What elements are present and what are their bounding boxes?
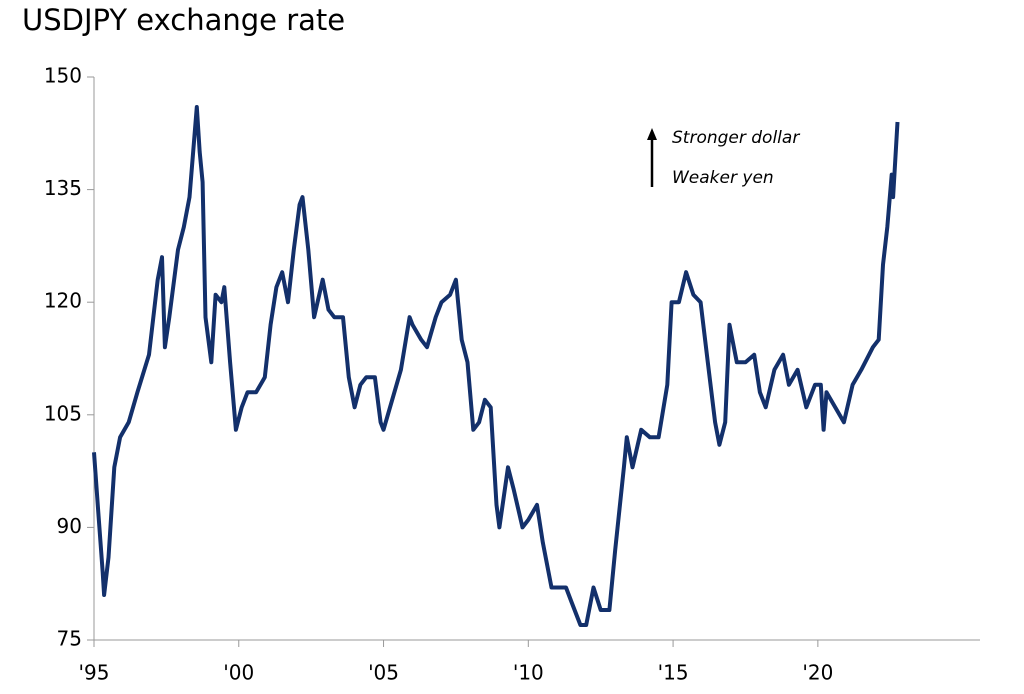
x-tick-label: '15 — [658, 661, 689, 685]
data-line — [92, 105, 900, 627]
annotation: Stronger dollar — [672, 128, 800, 148]
annotation: Weaker yen — [672, 168, 774, 188]
x-tick-label: '10 — [513, 661, 544, 685]
x-tick-label: '20 — [802, 661, 833, 685]
y-tick-label: 75 — [57, 627, 82, 651]
y-tick-label: 90 — [57, 514, 82, 538]
x-tick-label: '00 — [223, 661, 254, 685]
x-tick-label: '95 — [79, 661, 110, 685]
chart-title: USDJPY exchange rate — [22, 3, 345, 37]
y-tick-label: 105 — [44, 401, 82, 425]
annotation-arrowhead — [647, 128, 657, 140]
x-tick-label: '05 — [368, 661, 399, 685]
y-tick-label: 150 — [44, 64, 82, 88]
y-tick-label: 135 — [44, 176, 82, 200]
y-tick-label: 120 — [44, 289, 82, 313]
